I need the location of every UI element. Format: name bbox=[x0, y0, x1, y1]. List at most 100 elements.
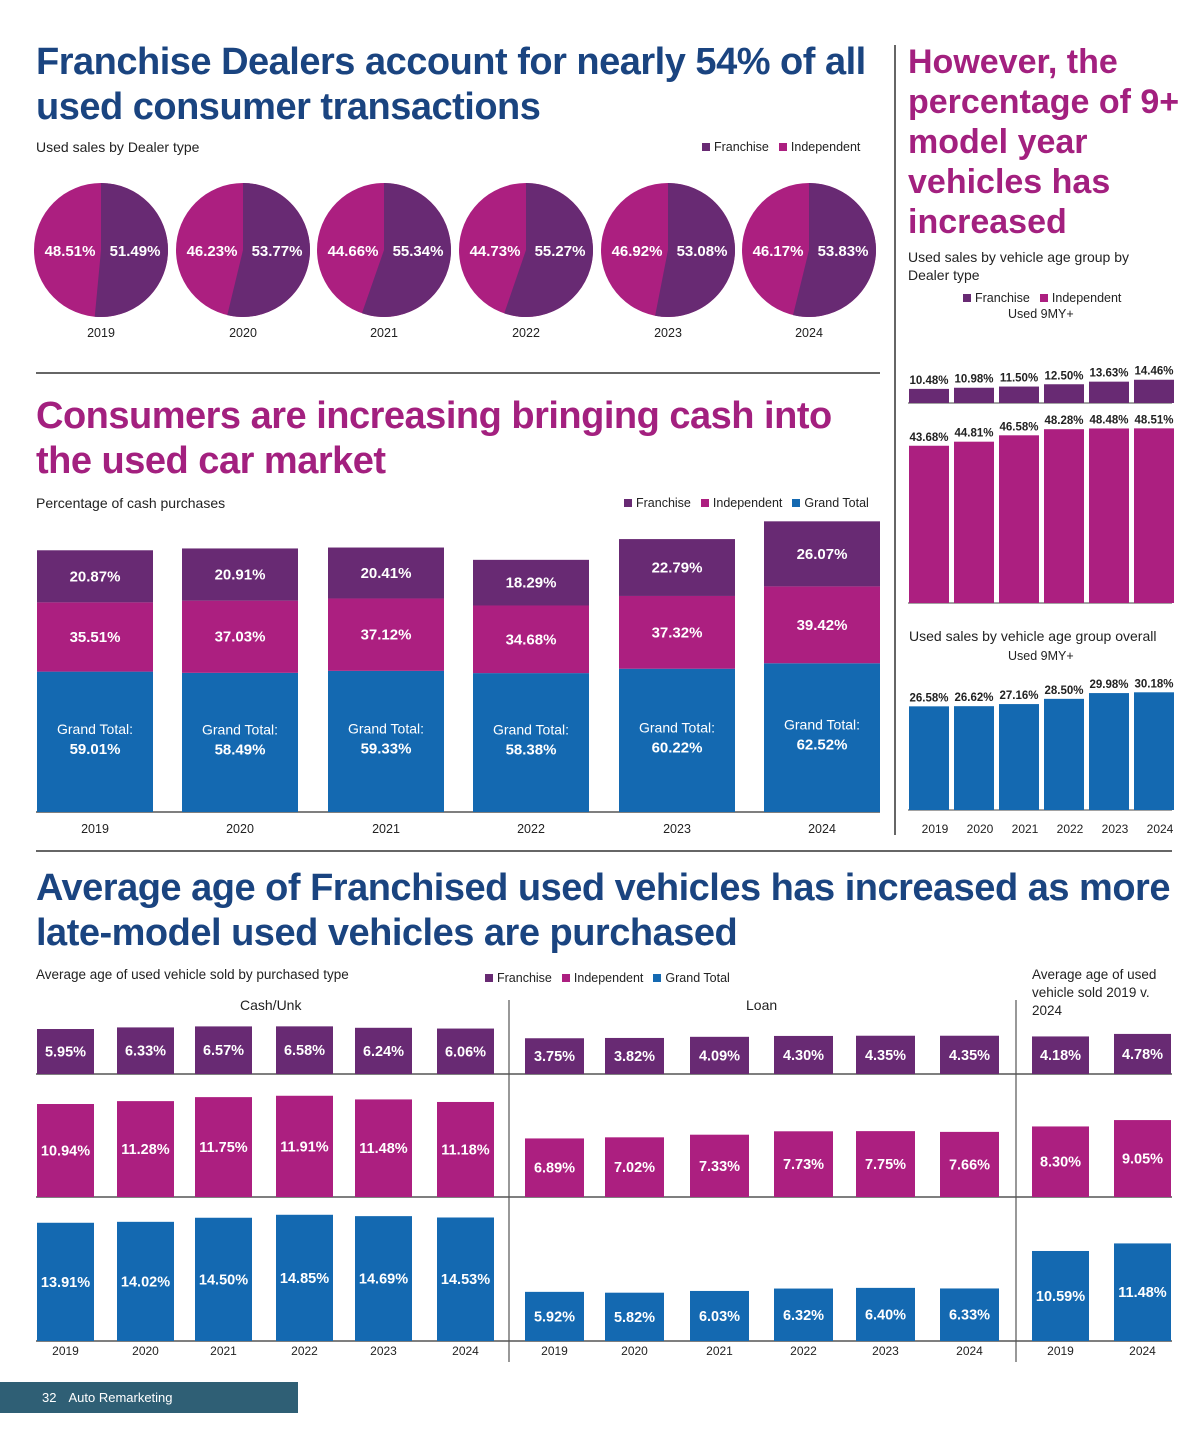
bar-value-label: 48.28% bbox=[1044, 415, 1083, 427]
bar-independent bbox=[276, 1095, 333, 1197]
bar-segment-grand-total bbox=[473, 673, 589, 812]
bar-segment-independent bbox=[619, 595, 735, 669]
bar-value-label: 6.58% bbox=[284, 1043, 325, 1059]
bar-label-independent: 37.03% bbox=[215, 629, 266, 646]
bar-value-label: 8.30% bbox=[1040, 1155, 1081, 1171]
age-dealer-legend: Franchise Independent bbox=[963, 291, 1121, 305]
bar-value-label: 14.02% bbox=[121, 1274, 170, 1290]
bar-segment-independent bbox=[328, 598, 444, 671]
bar-label-franchise: 22.79% bbox=[652, 560, 703, 577]
legend-franchise: Franchise bbox=[485, 971, 552, 985]
divider bbox=[36, 372, 880, 374]
bar-label-independent: 35.51% bbox=[70, 629, 121, 646]
legend-grand-total: Grand Total bbox=[653, 971, 730, 985]
bar-label-franchise: 18.29% bbox=[506, 575, 557, 592]
bar-value-label: 7.73% bbox=[783, 1157, 824, 1173]
bar-value-label: 46.58% bbox=[999, 421, 1038, 433]
pie-label-franchise: 55.34% bbox=[393, 243, 444, 260]
bar-value-label: 6.24% bbox=[363, 1044, 404, 1060]
bar-independent bbox=[954, 441, 994, 603]
bar-value-label: 10.48% bbox=[909, 375, 948, 387]
bar-label-grand-total: 62.52% bbox=[797, 737, 848, 754]
bar-segment-franchise bbox=[328, 547, 444, 599]
bar-value-label: 6.40% bbox=[865, 1307, 906, 1323]
bar-value-label: 12.50% bbox=[1044, 370, 1083, 382]
bar-grand-total bbox=[1044, 698, 1084, 810]
pie-legend: Franchise Independent bbox=[702, 140, 860, 154]
bar-value-label: 4.35% bbox=[865, 1048, 906, 1064]
bar-value-label: 11.75% bbox=[199, 1140, 247, 1156]
bar-label-franchise: 20.41% bbox=[361, 565, 412, 582]
bar-label-independent: 34.68% bbox=[506, 631, 557, 648]
x-tick-label: 2024 bbox=[1129, 1344, 1156, 1358]
bar-independent bbox=[437, 1101, 494, 1197]
legend-label: Franchise bbox=[975, 291, 1030, 305]
bar-independent bbox=[774, 1131, 833, 1197]
bar-label-grand-total: 58.38% bbox=[506, 742, 557, 759]
bar-label-grand-total-prefix: Grand Total: bbox=[493, 722, 569, 738]
bar-value-label: 6.06% bbox=[445, 1044, 486, 1060]
legend-label: Grand Total bbox=[665, 971, 730, 985]
pie-label-franchise: 53.08% bbox=[677, 243, 728, 260]
bar-value-label: 7.02% bbox=[614, 1160, 655, 1176]
bar-franchise bbox=[525, 1038, 584, 1074]
pie-year-label: 2019 bbox=[87, 326, 115, 340]
legend-franchise: Franchise bbox=[963, 291, 1030, 305]
bar-grand-total bbox=[37, 1222, 94, 1341]
bar-franchise bbox=[1134, 379, 1174, 403]
legend-label: Independent bbox=[573, 971, 644, 985]
bar-segment-franchise bbox=[619, 539, 735, 596]
bar-label-franchise: 20.91% bbox=[215, 567, 266, 584]
x-tick-label: 2023 bbox=[872, 1344, 899, 1358]
bar-grand-total bbox=[1134, 692, 1174, 810]
age-overall-bar-chart: 26.58% 2019 26.62% 2020 27.16% 2021 28.50% 2022… bbox=[908, 678, 1174, 836]
bar-segment-grand-total bbox=[619, 668, 735, 812]
bar-grand-total bbox=[437, 1217, 494, 1341]
bar-label-grand-total-prefix: Grand Total: bbox=[348, 720, 424, 736]
legend-label: Franchise bbox=[636, 496, 691, 510]
headline-franchise-share: Franchise Dealers account for nearly 54%… bbox=[36, 41, 866, 128]
legend-swatch-grand-total bbox=[653, 974, 662, 982]
bar-segment-grand-total bbox=[37, 671, 153, 812]
pie-year-label: 2021 bbox=[370, 326, 398, 340]
bar-value-label: 14.69% bbox=[359, 1272, 408, 1288]
bar-independent bbox=[355, 1099, 412, 1197]
bar-label-grand-total-prefix: Grand Total: bbox=[784, 717, 860, 733]
legend-independent: Independent bbox=[778, 140, 861, 154]
bar-segment-independent bbox=[473, 605, 589, 674]
bar-label-independent: 37.12% bbox=[361, 627, 412, 644]
bar-independent bbox=[1134, 428, 1174, 603]
bar-grand-total bbox=[605, 1292, 664, 1341]
x-tick-label: 2024 bbox=[452, 1344, 479, 1358]
bar-franchise bbox=[117, 1027, 174, 1074]
legend-swatch-franchise bbox=[485, 974, 493, 982]
x-tick-label: 2023 bbox=[1102, 822, 1129, 836]
bar-value-label: 13.63% bbox=[1089, 368, 1128, 380]
bar-label-grand-total: 60.22% bbox=[652, 739, 703, 756]
bar-value-label: 4.35% bbox=[949, 1048, 990, 1064]
legend-grand-total: Grand Total bbox=[792, 496, 869, 510]
bar-independent bbox=[999, 435, 1039, 603]
bar-value-label: 29.98% bbox=[1089, 679, 1128, 691]
column-divider bbox=[894, 45, 896, 835]
legend-swatch-franchise bbox=[624, 499, 632, 507]
bar-label-grand-total: 59.01% bbox=[70, 741, 121, 758]
bar-value-label: 30.18% bbox=[1134, 678, 1173, 690]
page-number: 32 bbox=[42, 1390, 57, 1405]
bar-segment-grand-total bbox=[328, 670, 444, 812]
bar-segment-franchise bbox=[473, 559, 589, 606]
legend-label: Independent bbox=[1051, 291, 1122, 305]
pie-label-independent: 44.73% bbox=[470, 243, 521, 260]
bar-grand-total bbox=[909, 706, 949, 810]
pie-year-label: 2022 bbox=[512, 326, 540, 340]
bar-value-label: 10.94% bbox=[41, 1144, 90, 1160]
bar-value-label: 4.78% bbox=[1122, 1047, 1163, 1063]
bar-franchise bbox=[690, 1036, 749, 1074]
bar-grand-total bbox=[1032, 1250, 1089, 1341]
bar-franchise bbox=[999, 386, 1039, 403]
bar-label-grand-total: 58.49% bbox=[215, 741, 266, 758]
x-tick-label: 2024 bbox=[808, 822, 836, 836]
legend-label: Independent bbox=[790, 140, 861, 154]
pie-slice-franchise bbox=[793, 183, 876, 317]
bar-franchise bbox=[940, 1035, 999, 1074]
